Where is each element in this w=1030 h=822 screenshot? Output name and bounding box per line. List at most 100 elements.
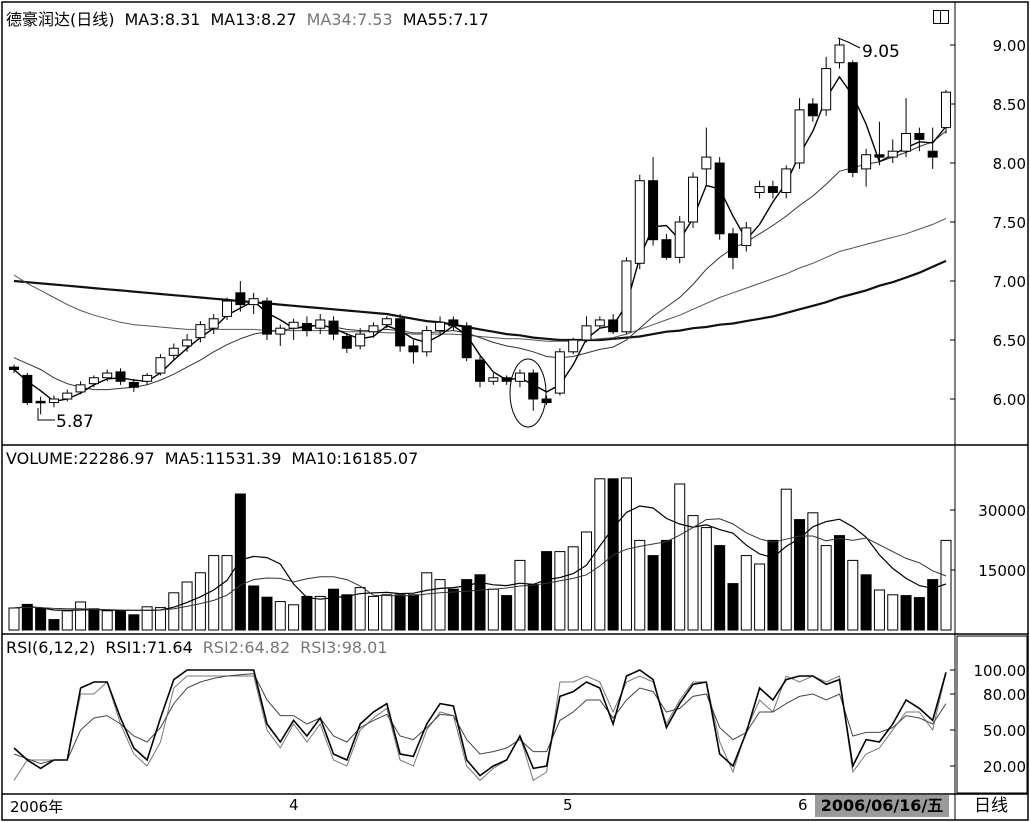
candle-body <box>475 359 485 382</box>
rsi3-line <box>13 672 947 782</box>
rsi-title: RSI(6,12,2) <box>6 638 96 657</box>
volume-bar-30 <box>407 594 419 631</box>
volume-bar-35 <box>474 574 486 631</box>
candle-52 <box>701 127 712 187</box>
candle-body <box>648 180 659 241</box>
candle-15 <box>208 314 219 335</box>
candle-body <box>208 318 219 329</box>
volume-bar-69 <box>927 579 939 631</box>
candle-7 <box>102 369 113 382</box>
volume-tick-label-0: 30000 <box>978 502 1026 520</box>
x-label-april: 4 <box>289 796 299 814</box>
volume-ma10-value: MA10:16185.07 <box>291 449 419 468</box>
candle-63 <box>847 60 858 178</box>
candle-6 <box>88 375 99 388</box>
rsi3-value: RSI3:98.01 <box>300 638 388 657</box>
volume-bar-8 <box>115 610 127 631</box>
rsi1-value: RSI1:71.64 <box>105 638 193 657</box>
candle-69 <box>927 127 938 169</box>
candle-50 <box>674 216 685 264</box>
rsi-tick-label-1: 80.00 <box>983 686 1026 704</box>
price-tick-label-5: 6.50 <box>993 332 1026 350</box>
volume-bar-50 <box>674 483 686 631</box>
volume-bar-6 <box>88 608 100 631</box>
volume-bar-57 <box>767 539 779 631</box>
price-tick-label-1: 8.50 <box>993 96 1026 114</box>
candle-body <box>301 322 312 332</box>
volume-bar-22 <box>301 595 313 631</box>
volume-bar-61 <box>820 545 832 631</box>
candle-68 <box>914 127 925 152</box>
price-tick-label-0: 9.00 <box>993 37 1026 55</box>
candle-21 <box>288 318 299 340</box>
ma3-value: MA3:8.31 <box>124 10 201 29</box>
candle-29 <box>395 314 406 352</box>
chart-annotations: 5.87 9.05 <box>37 37 900 432</box>
candle-9 <box>128 378 139 392</box>
rsi1-line <box>13 669 947 777</box>
volume-bar-5 <box>75 601 87 631</box>
volume-bar-11 <box>154 607 166 631</box>
candle-body <box>794 109 805 164</box>
candle-3 <box>48 395 59 408</box>
candle-70 <box>941 89 951 134</box>
candle-body <box>874 154 885 158</box>
candle-body <box>701 156 712 170</box>
moving-average-lines <box>13 75 947 403</box>
candle-body <box>355 333 366 347</box>
panel-toggle-icon[interactable] <box>933 10 949 24</box>
candle-body <box>155 357 166 374</box>
candle-61 <box>821 56 832 116</box>
volume-bar-37 <box>501 595 513 631</box>
candle-body <box>168 347 179 356</box>
volume-bar-18 <box>248 585 260 631</box>
candle-body <box>461 325 472 359</box>
candle-30 <box>408 340 419 364</box>
price-tick-label-4: 7.00 <box>993 273 1026 291</box>
candle-body <box>781 168 792 193</box>
candle-body <box>435 321 446 332</box>
volume-bar-32 <box>434 579 446 631</box>
candle-67 <box>901 98 912 158</box>
candle-8 <box>115 368 126 385</box>
low-arrow <box>37 408 55 421</box>
candle-49 <box>661 233 672 260</box>
candle-body <box>421 330 432 353</box>
volume-bar-48 <box>647 555 659 631</box>
price-tick-label-3: 7.50 <box>993 214 1026 232</box>
candle-22 <box>301 316 312 337</box>
candle-body <box>528 372 539 400</box>
candle-4 <box>62 389 73 402</box>
candle-body <box>75 384 86 393</box>
volume-header: VOLUME:22286.97 MA5:11531.39 MA10:16185.07 <box>6 449 428 468</box>
candle-body <box>887 150 898 158</box>
ma13-line <box>13 130 947 391</box>
candle-33 <box>448 316 459 331</box>
volume-bar-47 <box>634 539 646 631</box>
candle-19 <box>261 297 272 340</box>
candle-body <box>381 318 392 326</box>
volume-bar-24 <box>328 588 340 631</box>
candle-64 <box>861 148 872 187</box>
candle-body <box>741 227 752 247</box>
candle-body <box>568 339 579 353</box>
candle-body <box>767 186 778 194</box>
candle-body <box>448 319 459 327</box>
candle-38 <box>514 369 525 388</box>
volume-bar-31 <box>421 572 433 631</box>
volume-ma5-line <box>13 505 947 612</box>
candle-41 <box>554 348 565 396</box>
candle-25 <box>341 332 352 353</box>
candle-59 <box>794 98 805 169</box>
candle-42 <box>568 337 579 355</box>
ma55-value: MA55:7.17 <box>402 10 489 29</box>
candle-body <box>261 300 272 335</box>
volume-bar-62 <box>833 535 845 631</box>
candle-65 <box>874 121 885 166</box>
candle-35 <box>475 356 485 388</box>
volume-ma10-line <box>13 518 947 611</box>
period-button[interactable]: 日线 <box>974 796 1008 816</box>
candle-body <box>275 327 286 335</box>
volume-bar-68 <box>913 597 925 631</box>
volume-bar-56 <box>754 563 766 631</box>
